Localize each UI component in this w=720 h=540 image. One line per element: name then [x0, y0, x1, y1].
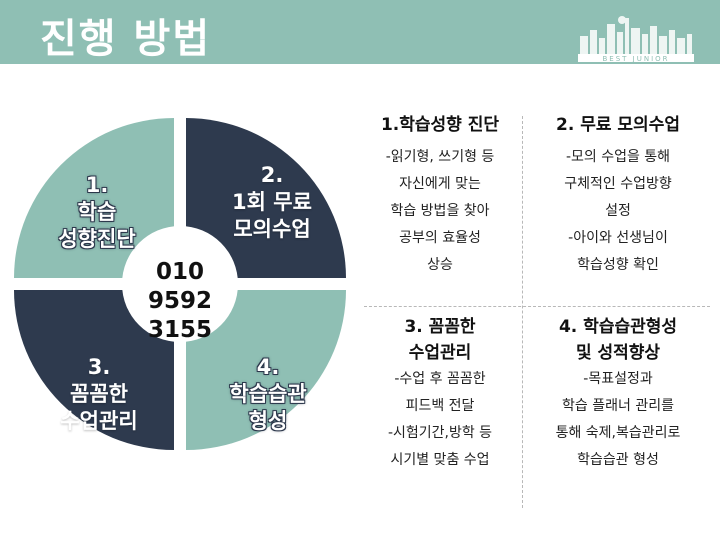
card-title: 및 성적향상: [575, 343, 661, 363]
city-skyline-logo: BEST JUNIOR: [578, 16, 694, 63]
card-line: -모의 수업을 통해: [565, 149, 671, 165]
process-circle-graphic: [14, 118, 346, 450]
quadrant-1-label: 1. 학습 성향진단: [58, 173, 136, 251]
card-title: 1.학습성향 진단: [380, 115, 500, 135]
card-line: 자신에게 맞는: [399, 176, 481, 192]
logo-text: BEST JUNIOR: [602, 55, 669, 63]
card-line: 학습 방법을 찾아: [390, 203, 490, 219]
card-2-free-class: 2. 무료 모의수업 -모의 수업을 통해 구체적인 수업방향 설정 -아이와 …: [526, 112, 710, 279]
card-line: -읽기형, 쓰기형 등: [385, 149, 495, 165]
card-line: -목표설정과: [583, 371, 653, 387]
page-title: 진행 방법: [40, 16, 212, 62]
card-line: 상승: [427, 257, 453, 273]
card-line: 학습습관 형성: [577, 452, 659, 468]
card-line: -수업 후 꼼꼼한: [394, 371, 486, 387]
center-phone-number: 010 9592 3155: [147, 259, 212, 343]
quadrant-3-shape: [14, 290, 174, 450]
card-title: 4. 학습습관형성: [558, 317, 678, 337]
quadrant-2-label: 2. 1회 무료 모의수업: [232, 163, 312, 241]
card-line: 피드백 전달: [405, 398, 475, 414]
card-line: 설정: [605, 203, 631, 219]
grid-divider-horizontal: [364, 306, 710, 307]
card-1-diagnosis: 1.학습성향 진단 -읽기형, 쓰기형 등 자신에게 맞는 학습 방법을 찾아 …: [360, 112, 520, 279]
quadrant-4-label: 4. 학습습관 형성: [229, 355, 307, 433]
description-grid: 1.학습성향 진단 -읽기형, 쓰기형 등 자신에게 맞는 학습 방법을 찾아 …: [360, 110, 712, 510]
card-line: 통해 숙제,복습관리로: [555, 425, 681, 441]
card-line: 공부의 효율성: [399, 230, 481, 246]
center-circle: [122, 226, 238, 342]
card-3-class-management: 3. 꼼꼼한 수업관리 -수업 후 꼼꼼한 피드백 전달 -시험기간,방학 등 …: [360, 314, 520, 474]
grid-divider-vertical: [522, 116, 523, 508]
card-title: 3. 꼼꼼한: [404, 317, 476, 337]
process-circle: 1. 학습 성향진단 2. 1회 무료 모의수업 3. 꼼꼼한 수업관리 4. …: [14, 118, 346, 450]
quadrant-4-shape: [186, 290, 346, 450]
card-line: 시기별 맞춤 수업: [390, 452, 490, 468]
card-title: 2. 무료 모의수업: [556, 115, 680, 135]
card-4-study-habits: 4. 학습습관형성 및 성적향상 -목표설정과 학습 플래너 관리를 통해 숙제…: [526, 314, 710, 474]
card-line: 학습성향 확인: [577, 257, 659, 273]
card-line: 학습 플래너 관리를: [562, 398, 674, 414]
card-line: -아이와 선생님이: [568, 230, 668, 246]
card-line: 구체적인 수업방향: [564, 176, 672, 192]
quadrant-2-shape: [186, 118, 346, 278]
header-bar: 진행 방법 BEST JUNIOR: [0, 0, 720, 64]
quadrant-1-shape: [14, 118, 174, 278]
card-line: -시험기간,방학 등: [387, 425, 493, 441]
card-title: 수업관리: [408, 343, 472, 363]
quadrant-3-label: 3. 꼼꼼한 수업관리: [60, 355, 138, 433]
